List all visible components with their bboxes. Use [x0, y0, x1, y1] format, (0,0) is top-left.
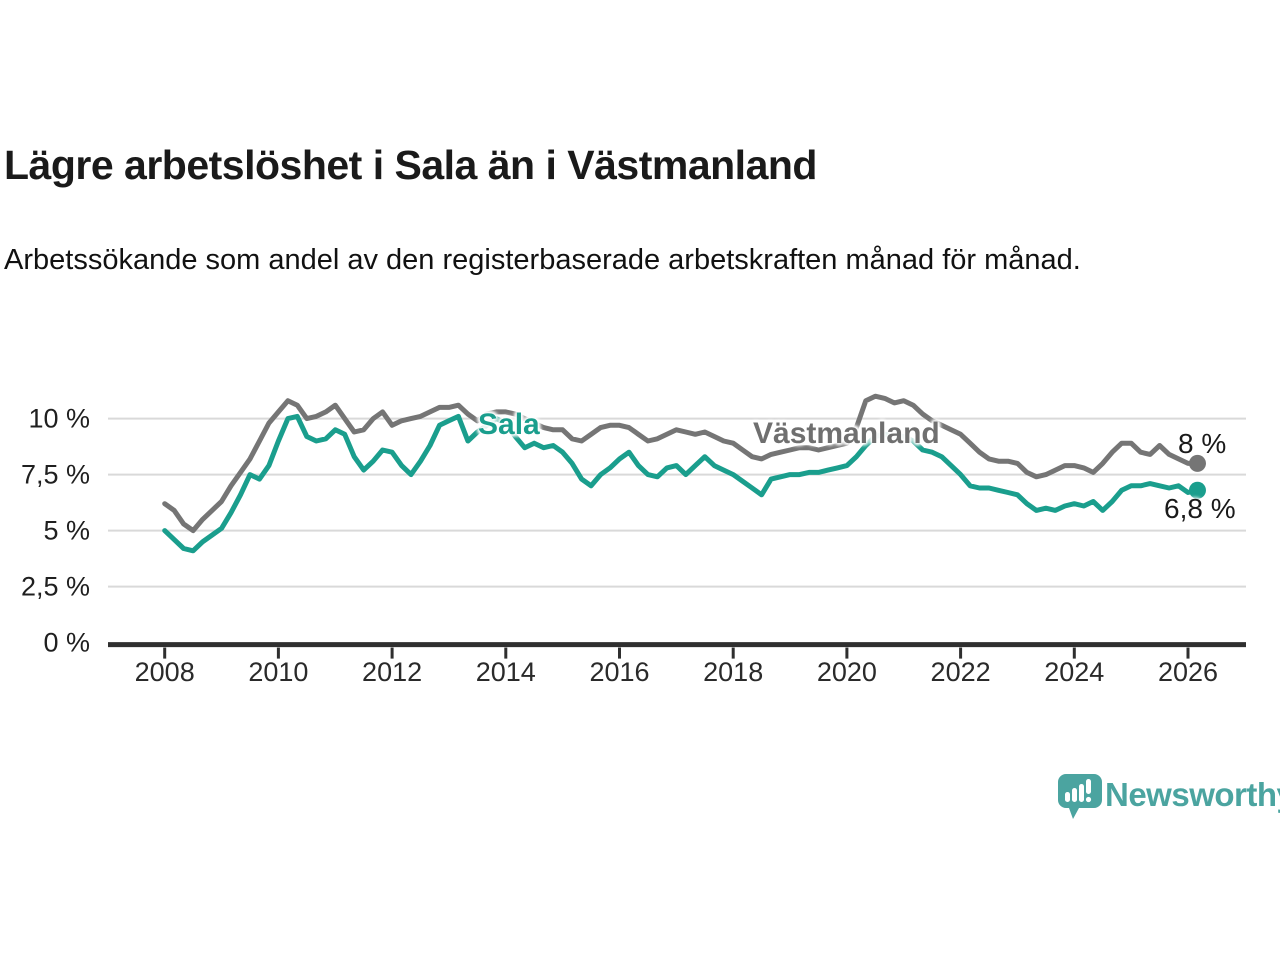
x-tick-label: 2026 — [1157, 657, 1219, 687]
x-tick-label: 2024 — [1044, 657, 1105, 687]
y-tick-label: 7,5 % — [20, 459, 90, 490]
y-tick-label: 5 % — [43, 515, 90, 546]
x-tick-label: 2022 — [930, 657, 991, 687]
series-line-västmanland — [162, 393, 1200, 534]
x-tick-label: 2016 — [589, 657, 650, 687]
end-value-label-sala: 6,8 % — [1164, 493, 1236, 524]
series-label-vastmanland: Västmanland — [753, 417, 940, 450]
y-tick-label: 10 % — [28, 403, 90, 434]
chart-subtitle: Arbetssökande som andel av den registerb… — [4, 244, 1081, 276]
page-title: Lägre arbetslöshet i Sala än i Västmanla… — [4, 142, 817, 188]
series-end-dot-sala — [1188, 481, 1206, 499]
x-axis — [108, 642, 1246, 659]
y-tick-label: 0 % — [43, 627, 90, 658]
logo-bar-chart-glyph — [1065, 779, 1092, 803]
newsworthy-logo-text: Newsworthy — [1105, 776, 1280, 813]
x-tick-label: 2008 — [134, 657, 195, 687]
y-tick-label: 2,5 % — [20, 571, 90, 602]
end-value-label-vastmanland: 8 % — [1178, 428, 1227, 459]
x-tick-label: 2018 — [703, 657, 764, 687]
series-label-sala: Sala — [478, 408, 540, 441]
x-tick-label: 2010 — [248, 657, 309, 687]
series-line-sala — [162, 413, 1200, 554]
series-end-dot-västmanland — [1188, 454, 1206, 472]
x-tick-label: 2020 — [816, 657, 877, 687]
x-tick-label: 2012 — [362, 657, 423, 687]
chart-series — [162, 393, 1206, 554]
newsworthy-logo-icon — [1058, 774, 1102, 819]
x-tick-label: 2014 — [475, 657, 536, 687]
